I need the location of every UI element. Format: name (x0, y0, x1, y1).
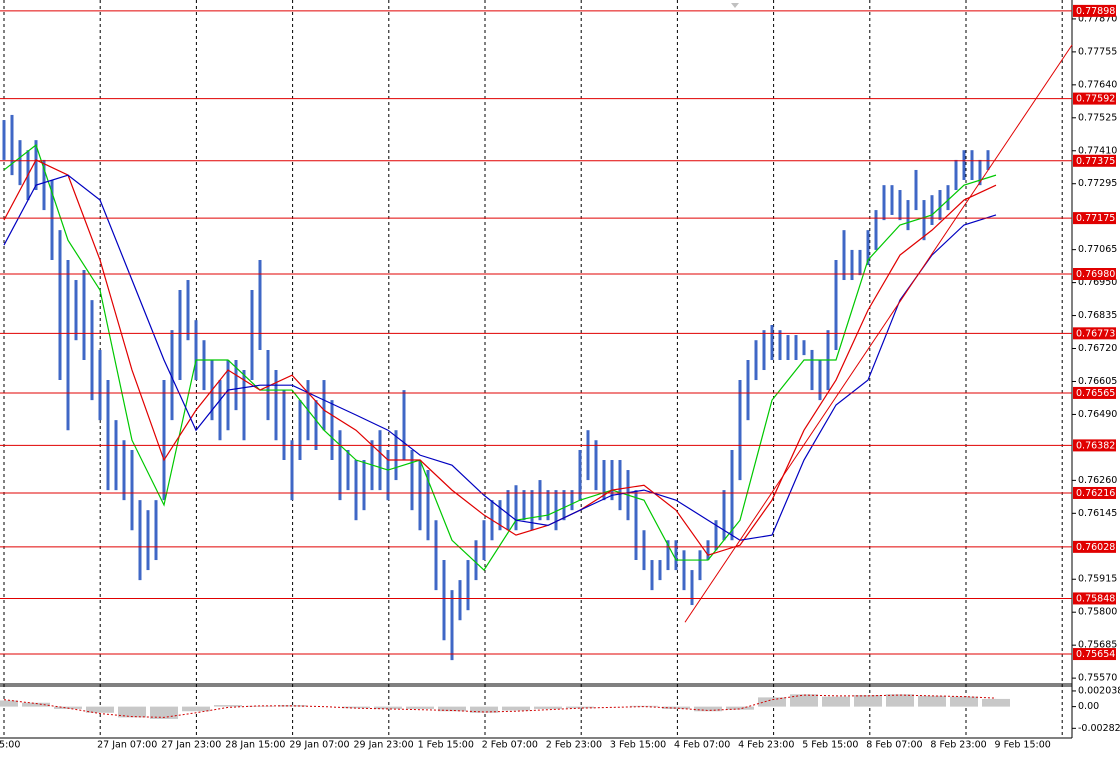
y-tick-label: 0.76835 (1078, 310, 1117, 321)
x-tick-label: 27 Jan 07:00 (97, 740, 157, 751)
level-label-box (1073, 4, 1116, 17)
indicator-bar (630, 705, 658, 707)
level-label-box (1073, 486, 1116, 499)
moving-average (3, 159, 997, 556)
indicator-bar (726, 706, 754, 710)
level-label: 0.75848 (1076, 593, 1115, 604)
indicator-tick-label: 0.002038 (1078, 685, 1120, 696)
trendline (684, 44, 1073, 623)
indicator-bar (886, 694, 914, 707)
indicator-bar (118, 706, 146, 718)
y-tick-label: 0.77525 (1078, 112, 1117, 123)
indicator-bar (438, 706, 466, 712)
level-label: 0.77898 (1076, 6, 1115, 17)
level-label-box (1073, 439, 1116, 452)
x-tick-label: 4 Feb 23:00 (738, 740, 794, 751)
level-label: 0.77592 (1076, 94, 1115, 105)
y-tick-label: 0.75800 (1078, 607, 1117, 618)
level-label: 0.76980 (1076, 269, 1115, 280)
indicator-bar (534, 706, 562, 709)
y-tick-label: 0.77410 (1078, 145, 1117, 156)
time-grid (3, 0, 1063, 738)
indicator-bar (662, 706, 690, 709)
indicator-bar (22, 702, 50, 707)
level-label: 0.76382 (1076, 440, 1115, 451)
indicator-tick-label: 0.00 (1078, 701, 1099, 712)
moving-average (3, 174, 997, 541)
level-label-box (1073, 386, 1116, 399)
x-tick-label: 29 Jan 07:00 (289, 740, 349, 751)
y-tick-label: 0.75570 (1078, 673, 1117, 684)
indicator-tick-label: -0.002822 (1078, 723, 1120, 734)
x-tick-label: 2 Feb 23:00 (546, 740, 602, 751)
y-tick-label: 0.76145 (1078, 508, 1117, 519)
level-label-box (1073, 154, 1116, 167)
indicator-bar (982, 698, 1010, 707)
indicator-bar (182, 706, 210, 712)
level-label: 0.77375 (1076, 156, 1115, 167)
x-tick-label: 28 Jan 15:00 (225, 740, 285, 751)
y-tick-label: 0.75685 (1078, 640, 1117, 651)
y-tick-label: 0.77640 (1078, 79, 1117, 90)
indicator-bar (86, 706, 114, 713)
level-label: 0.75654 (1076, 649, 1115, 660)
level-label: 0.76565 (1076, 388, 1115, 399)
level-label-box (1073, 648, 1116, 661)
indicator-bar (950, 696, 978, 707)
level-label-box (1073, 327, 1116, 340)
y-tick-label: 0.76720 (1078, 343, 1117, 354)
y-tick-label: 0.77870 (1078, 13, 1117, 24)
x-tick-label: 29 Jan 23:00 (354, 740, 414, 751)
indicator-bar (758, 697, 786, 707)
moving-average (3, 144, 997, 572)
level-label-box (1073, 268, 1116, 281)
level-label: 0.76773 (1076, 328, 1115, 339)
x-tick-label: 1 Feb 15:00 (418, 740, 474, 751)
level-label-box (1073, 592, 1116, 605)
indicator-bar (0, 700, 18, 707)
indicator-bar (406, 706, 434, 709)
level-label: 0.76216 (1076, 488, 1115, 499)
x-tick-label: 4 Feb 07:00 (674, 740, 730, 751)
indicator-bar (854, 695, 882, 707)
y-tick-label: 0.76260 (1078, 475, 1117, 486)
x-tick-label: 2 Feb 07:00 (482, 740, 538, 751)
x-tick-label: 8 Feb 07:00 (866, 740, 922, 751)
indicator-bar (918, 695, 946, 707)
x-tick-label: 8 Feb 23:00 (930, 740, 986, 751)
level-label-box (1073, 92, 1116, 105)
indicator-bar (150, 706, 178, 719)
x-tick-label: 27 Jan 23:00 (161, 740, 221, 751)
level-label: 0.76028 (1076, 542, 1115, 553)
x-tick-label: 9 Feb 15:00 (995, 740, 1051, 751)
indicator-bar (694, 706, 722, 712)
level-label: 0.77175 (1076, 213, 1115, 224)
y-tick-label: 0.75915 (1078, 574, 1117, 585)
y-tick-label: 0.76605 (1078, 376, 1117, 387)
x-tick-label: 5 Feb 15:00 (802, 740, 858, 751)
y-tick-label: 0.76490 (1078, 409, 1117, 420)
y-tick-label: 0.77295 (1078, 178, 1117, 189)
indicator-bar (502, 706, 530, 711)
indicator-bar (470, 706, 498, 713)
x-tick-label: 3 Feb 15:00 (610, 740, 666, 751)
shift-marker (731, 3, 739, 8)
indicator-bar (790, 694, 818, 707)
y-tick-label: 0.77755 (1078, 46, 1117, 57)
y-tick-label: 0.76950 (1078, 277, 1117, 288)
indicator-bar (214, 705, 242, 707)
x-tick-label: 15:00 (0, 740, 20, 751)
level-label-box (1073, 212, 1116, 225)
indicator-bar (342, 706, 370, 709)
level-label-box (1073, 540, 1116, 553)
indicator-bar (822, 696, 850, 707)
indicator-bar (566, 706, 594, 709)
indicator-bar (374, 706, 402, 709)
y-tick-label: 0.77065 (1078, 244, 1117, 255)
